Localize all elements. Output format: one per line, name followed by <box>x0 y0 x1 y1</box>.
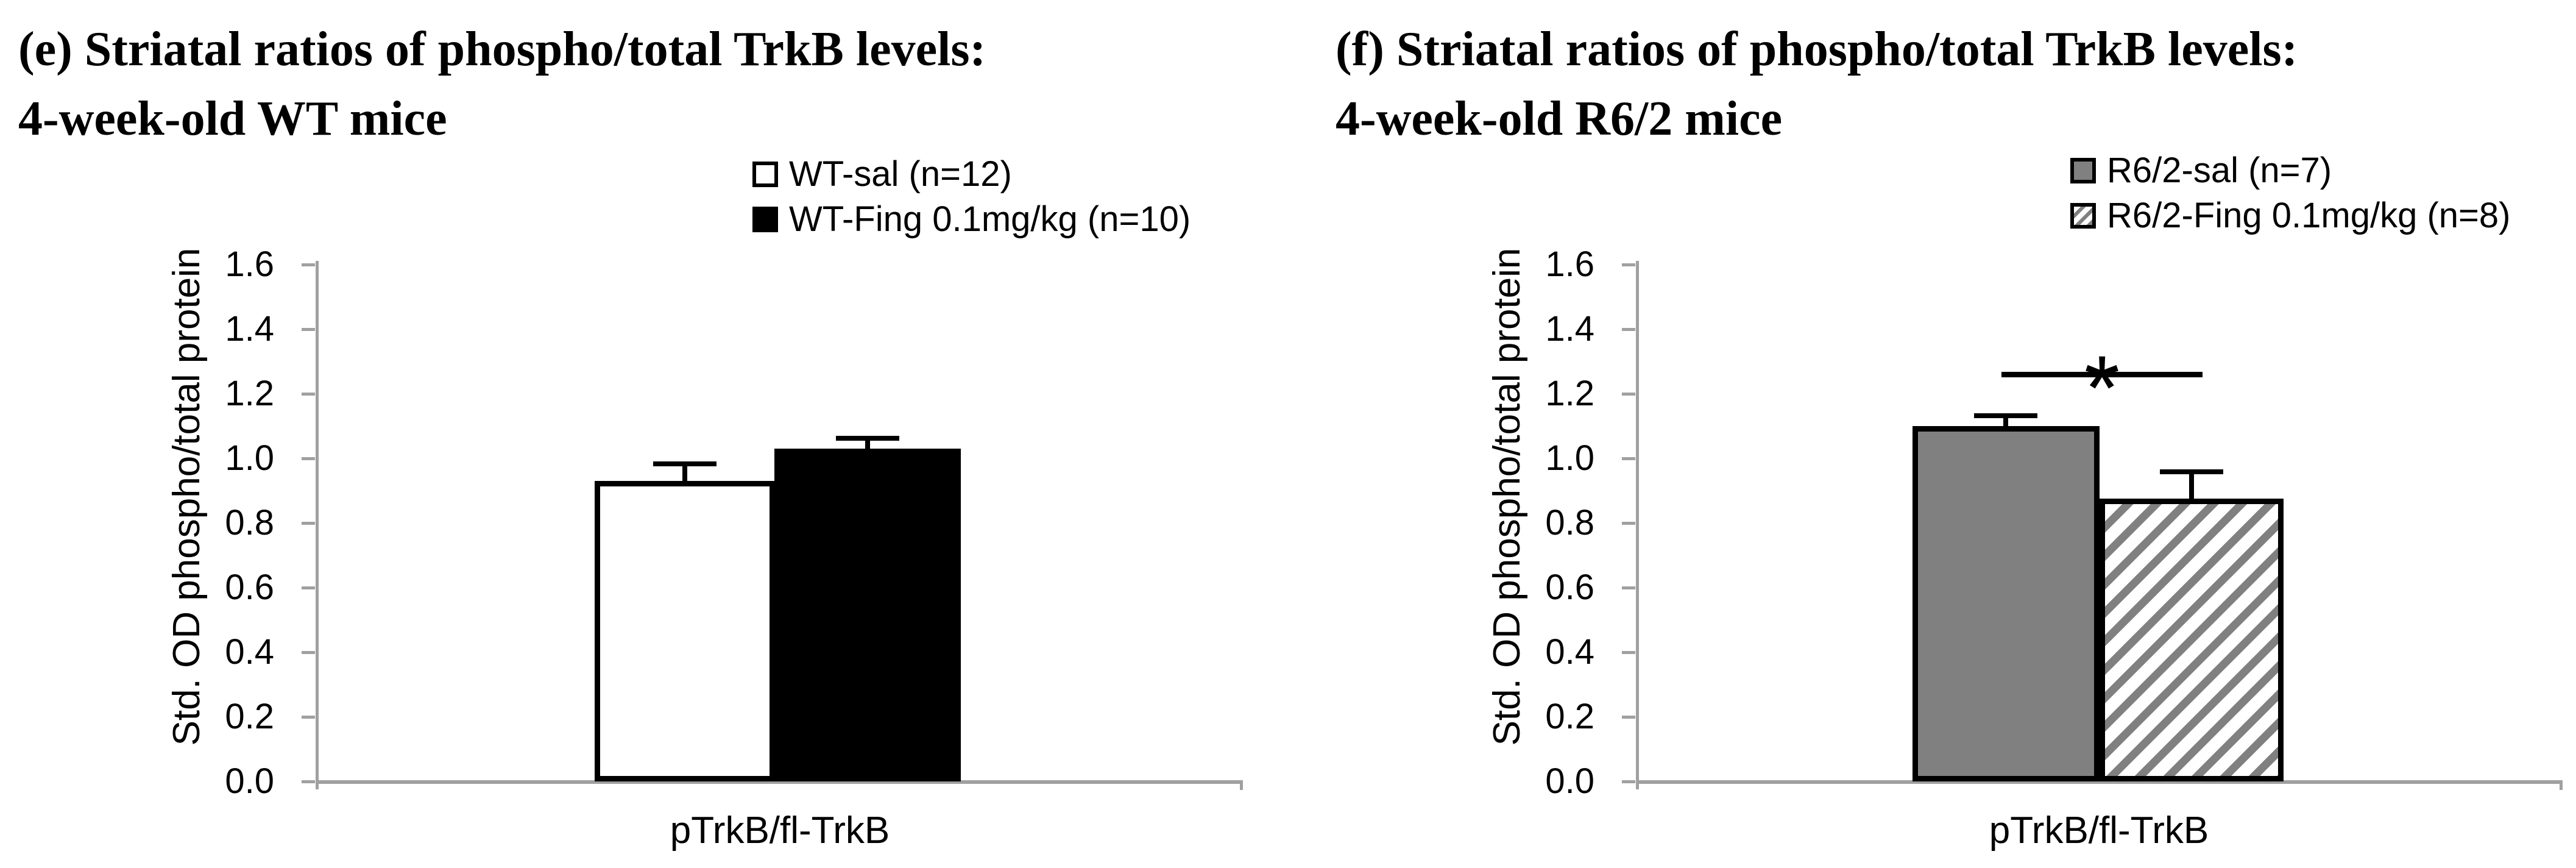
y-tick-label: 1.2 <box>1545 374 1594 413</box>
legend-swatch-hatch-icon <box>2070 203 2096 229</box>
bar-r62-fing <box>2100 499 2284 781</box>
error-bar-stem <box>865 441 870 449</box>
y-tick-label: 0.2 <box>1545 697 1594 736</box>
y-tick-mark <box>302 328 315 331</box>
legend-swatch-white-icon <box>752 162 778 187</box>
y-tick-label: 0.6 <box>225 567 274 607</box>
y-tick-mark <box>1622 586 1635 589</box>
y-tick-mark <box>302 651 315 654</box>
y-tick-mark <box>1622 522 1635 525</box>
legend-label: WT-Fing 0.1mg/kg (n=10) <box>789 199 1191 239</box>
x-axis-end-tick <box>1240 780 1243 790</box>
y-tick-label: 0.8 <box>1545 503 1594 542</box>
panel-e-x-axis-label: pTrkB/fl-TrkB <box>670 809 890 852</box>
error-bar-r62-sal <box>1974 413 2037 426</box>
error-bar-stem <box>2003 418 2008 426</box>
y-tick-label: 0.8 <box>225 503 274 542</box>
panel-e-legend: WT-sal (n=12) WT-Fing 0.1mg/kg (n=10) <box>752 156 1191 238</box>
y-tick-label: 0.0 <box>225 761 274 801</box>
y-axis-line <box>1636 261 1639 789</box>
significance-line <box>2001 372 2203 377</box>
bar-wt-sal <box>595 481 775 781</box>
bar-r62-sal <box>1913 426 2100 781</box>
y-tick-mark <box>302 393 315 396</box>
y-tick-mark <box>302 522 315 525</box>
legend-label: R6/2-sal (n=7) <box>2107 151 2332 190</box>
y-tick-mark <box>302 716 315 719</box>
panel-f-legend: R6/2-sal (n=7) R6/2-Fing 0.1mg/kg (n=8) <box>2070 152 2510 234</box>
error-bar-cap <box>1974 413 2037 418</box>
y-tick-mark <box>302 263 315 266</box>
error-bar-cap <box>836 436 899 441</box>
x-axis-end-tick <box>2560 780 2563 790</box>
y-tick-mark <box>1622 263 1635 266</box>
y-tick-mark <box>1622 716 1635 719</box>
x-axis-line <box>316 780 1243 784</box>
error-bar-stem <box>682 466 687 481</box>
x-axis-line <box>1636 780 2563 784</box>
panel-f-x-axis-label: pTrkB/fl-TrkB <box>1989 809 2209 852</box>
y-tick-label: 1.4 <box>225 309 274 349</box>
y-tick-label: 0.2 <box>225 697 274 736</box>
legend-label: WT-sal (n=12) <box>789 154 1012 194</box>
panel-f-subtitle: 4-week-old R6/2 mice <box>1336 92 1783 146</box>
error-bar-cap <box>653 461 717 466</box>
y-tick-mark <box>302 457 315 460</box>
y-tick-mark <box>302 586 315 589</box>
panel-f-plot-area: * <box>1636 261 2563 781</box>
significance-asterisk: * <box>2084 336 2120 439</box>
legend-label: R6/2-Fing 0.1mg/kg (n=8) <box>2107 196 2511 235</box>
y-tick-label: 1.6 <box>225 244 274 284</box>
legend-item-wt-fing: WT-Fing 0.1mg/kg (n=10) <box>752 201 1191 238</box>
y-tick-label: 0.0 <box>1545 761 1594 801</box>
error-bar-wt-fing <box>836 436 899 449</box>
panel-e-subtitle: 4-week-old WT mice <box>18 92 447 146</box>
y-tick-label: 1.2 <box>225 374 274 413</box>
legend-swatch-gray-icon <box>2070 158 2096 183</box>
error-bar-r62-fing <box>2160 469 2223 499</box>
y-tick-mark <box>1622 328 1635 331</box>
y-tick-label: 1.6 <box>1545 244 1594 284</box>
y-tick-label: 1.4 <box>1545 309 1594 349</box>
y-tick-label: 1.0 <box>225 438 274 478</box>
y-tick-label: 0.4 <box>1545 632 1594 672</box>
panel-f-title: (f) Striatal ratios of phospho/total Trk… <box>1336 23 2298 76</box>
y-tick-label: 0.4 <box>225 632 274 672</box>
y-axis-line <box>316 261 319 789</box>
bar-wt-fing <box>774 449 961 781</box>
error-bar-wt-sal <box>653 461 717 481</box>
y-tick-mark <box>302 780 315 783</box>
y-tick-mark <box>1622 457 1635 460</box>
y-tick-mark <box>1622 393 1635 396</box>
panel-e-plot-area <box>316 261 1243 781</box>
legend-swatch-black-icon <box>752 207 778 232</box>
legend-item-wt-sal: WT-sal (n=12) <box>752 156 1191 193</box>
error-bar-cap <box>2160 469 2223 474</box>
legend-item-r62-fing: R6/2-Fing 0.1mg/kg (n=8) <box>2070 197 2510 234</box>
y-tick-mark <box>1622 651 1635 654</box>
legend-item-r62-sal: R6/2-sal (n=7) <box>2070 152 2510 189</box>
error-bar-stem <box>2189 474 2194 499</box>
y-tick-label: 0.6 <box>1545 567 1594 607</box>
y-tick-label: 1.0 <box>1545 438 1594 478</box>
panel-e-title: (e) Striatal ratios of phospho/total Trk… <box>18 23 986 76</box>
y-tick-mark <box>1622 780 1635 783</box>
panel-f-y-axis-label: Std. OD phospho/total protein <box>1486 247 1528 746</box>
